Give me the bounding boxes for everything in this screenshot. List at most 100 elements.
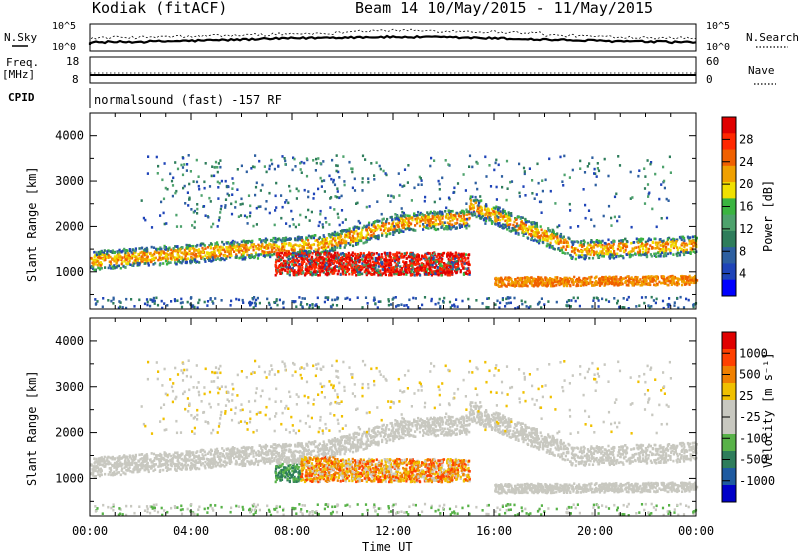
range-gate-cell bbox=[307, 243, 310, 247]
range-gate-cell bbox=[196, 260, 199, 263]
range-gate-cell bbox=[451, 209, 454, 213]
range-gate-cell bbox=[608, 257, 611, 260]
range-gate-cell bbox=[379, 264, 383, 268]
range-gate-cell bbox=[683, 244, 686, 247]
range-gate-cell bbox=[318, 236, 321, 239]
range-gate-cell bbox=[375, 269, 378, 272]
range-gate-cell bbox=[430, 256, 434, 260]
range-gate-cell bbox=[619, 254, 622, 258]
range-gate-cell bbox=[567, 280, 570, 283]
range-gate-cell bbox=[263, 254, 266, 257]
range-gate-cell bbox=[227, 248, 230, 252]
range-gate-cell bbox=[354, 237, 357, 240]
range-gate-cell bbox=[169, 252, 172, 255]
range-gate-cell bbox=[208, 244, 211, 247]
range-gate-cell bbox=[299, 168, 302, 171]
range-gate-cell bbox=[382, 217, 385, 221]
range-gate-cell bbox=[271, 162, 274, 166]
range-gate-cell bbox=[123, 260, 126, 263]
range-gate-cell bbox=[454, 214, 457, 217]
range-gate-cell bbox=[403, 184, 406, 188]
range-gate-cell bbox=[665, 245, 668, 249]
range-gate-cell bbox=[682, 241, 685, 244]
count-tick-bottom-left: 10^0 bbox=[52, 42, 76, 53]
range-gate-cell bbox=[642, 280, 645, 283]
range-gate-cell bbox=[255, 223, 258, 226]
range-gate-cell bbox=[625, 245, 629, 248]
range-gate-cell bbox=[312, 197, 315, 200]
range-gate-cell bbox=[528, 232, 531, 236]
range-gate-cell bbox=[128, 249, 131, 253]
range-gate-cell bbox=[340, 259, 344, 262]
range-gate-cell bbox=[526, 284, 529, 288]
range-gate-cell bbox=[204, 247, 207, 250]
range-gate-cell bbox=[547, 237, 550, 241]
range-gate-cell bbox=[330, 267, 334, 271]
range-gate-cell bbox=[569, 284, 572, 288]
range-gate-cell bbox=[544, 283, 547, 287]
range-gate-cell bbox=[650, 161, 653, 164]
range-gate-cell bbox=[305, 257, 308, 260]
range-gate-cell bbox=[129, 263, 132, 266]
range-gate-cell bbox=[371, 269, 374, 272]
range-gate-cell bbox=[441, 212, 444, 216]
range-gate-cell bbox=[504, 284, 508, 288]
range-gate-cell bbox=[346, 264, 349, 267]
range-gate-cell bbox=[406, 214, 409, 217]
range-gate-cell bbox=[151, 257, 154, 261]
range-gate-cell bbox=[288, 252, 292, 255]
range-gate-cell bbox=[173, 258, 176, 261]
range-gate-cell bbox=[407, 224, 411, 228]
range-gate-cell bbox=[441, 217, 444, 220]
range-gate-cell bbox=[323, 250, 326, 253]
range-gate-cell bbox=[560, 282, 563, 286]
range-gate-cell bbox=[288, 237, 291, 240]
range-gate-cell bbox=[275, 206, 278, 209]
range-gate-cell bbox=[685, 278, 689, 282]
range-gate-cell bbox=[334, 254, 337, 258]
range-gate-cell bbox=[354, 239, 357, 243]
range-gate-cell bbox=[548, 280, 552, 283]
range-gate-cell bbox=[272, 243, 275, 246]
range-gate-cell bbox=[650, 275, 653, 278]
range-gate-cell bbox=[292, 156, 295, 160]
range-gate-cell bbox=[337, 265, 340, 269]
range-gate-cell bbox=[670, 238, 673, 242]
range-gate-cell bbox=[322, 265, 325, 269]
range-gate-cell bbox=[238, 256, 241, 260]
range-gate-cell bbox=[683, 239, 686, 242]
range-gate-cell bbox=[496, 222, 500, 225]
range-gate-cell bbox=[190, 245, 193, 248]
range-gate-cell bbox=[331, 243, 334, 247]
range-gate-cell bbox=[675, 252, 678, 256]
range-gate-cell bbox=[619, 283, 622, 286]
range-gate-cell bbox=[295, 273, 298, 277]
range-gate-cell bbox=[440, 253, 443, 257]
range-gate-cell bbox=[468, 273, 471, 276]
range-gate-cell bbox=[428, 267, 431, 271]
range-gate-cell bbox=[259, 189, 262, 192]
range-gate-cell bbox=[315, 157, 318, 161]
range-gate-cell bbox=[300, 248, 304, 252]
range-gate-cell bbox=[324, 216, 327, 220]
range-gate-cell bbox=[299, 213, 302, 217]
range-gate-cell bbox=[517, 215, 520, 219]
range-gate-cell bbox=[544, 276, 547, 280]
range-gate-cell bbox=[596, 244, 599, 248]
range-gate-cell bbox=[332, 180, 335, 184]
range-gate-cell bbox=[358, 221, 362, 225]
range-gate-cell bbox=[600, 251, 604, 254]
range-gate-cell bbox=[579, 255, 582, 259]
range-gate-cell bbox=[257, 253, 260, 256]
range-gate-cell bbox=[407, 164, 410, 167]
range-gate-cell bbox=[598, 255, 601, 259]
range-gate-cell bbox=[311, 252, 314, 255]
range-gate-cell bbox=[632, 249, 635, 253]
range-gate-cell bbox=[288, 270, 292, 273]
cpid-text: normalsound (fast) -157 RF bbox=[94, 93, 282, 107]
range-gate-cell bbox=[447, 257, 450, 261]
range-gate-cell bbox=[359, 238, 362, 241]
range-gate-cell bbox=[319, 268, 322, 271]
range-gate-cell bbox=[683, 283, 687, 286]
range-gate-cell bbox=[189, 260, 192, 263]
